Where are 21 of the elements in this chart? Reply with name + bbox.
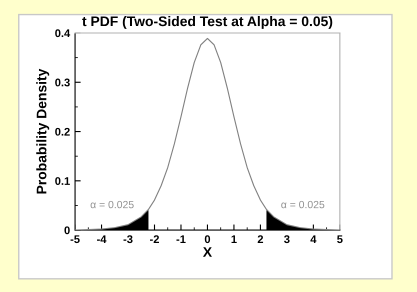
x-tick-label: -1 <box>176 235 186 244</box>
y-tick-label: 0.3 <box>55 78 70 86</box>
y-axis-title: Probability Density <box>36 68 50 194</box>
chart-title: t PDF (Two-Sided Test at Alpha = 0.05) <box>82 16 332 29</box>
x-tick-label: 3 <box>284 235 290 244</box>
y-tick-label: 0 <box>64 226 70 234</box>
annotation: α = 0.025 <box>281 200 324 208</box>
y-tick-label: 0.2 <box>55 128 70 136</box>
x-tick-label: -3 <box>124 235 133 244</box>
x-tick-label: -5 <box>70 235 80 244</box>
x-tick-label: -2 <box>150 235 159 244</box>
x-tick-label: -4 <box>97 235 106 244</box>
annotation: α = 0.025 <box>90 200 134 208</box>
x-tick-label: 5 <box>337 235 343 244</box>
x-axis-title: X <box>202 247 212 257</box>
x-tick-label: 0 <box>204 235 210 244</box>
x-tick-label: 1 <box>232 235 237 244</box>
y-tick-label: 0.1 <box>55 177 70 185</box>
x-tick-label: 4 <box>310 235 316 244</box>
y-tick-label: 0.4 <box>55 29 70 38</box>
x-tick-label: 2 <box>258 235 264 244</box>
